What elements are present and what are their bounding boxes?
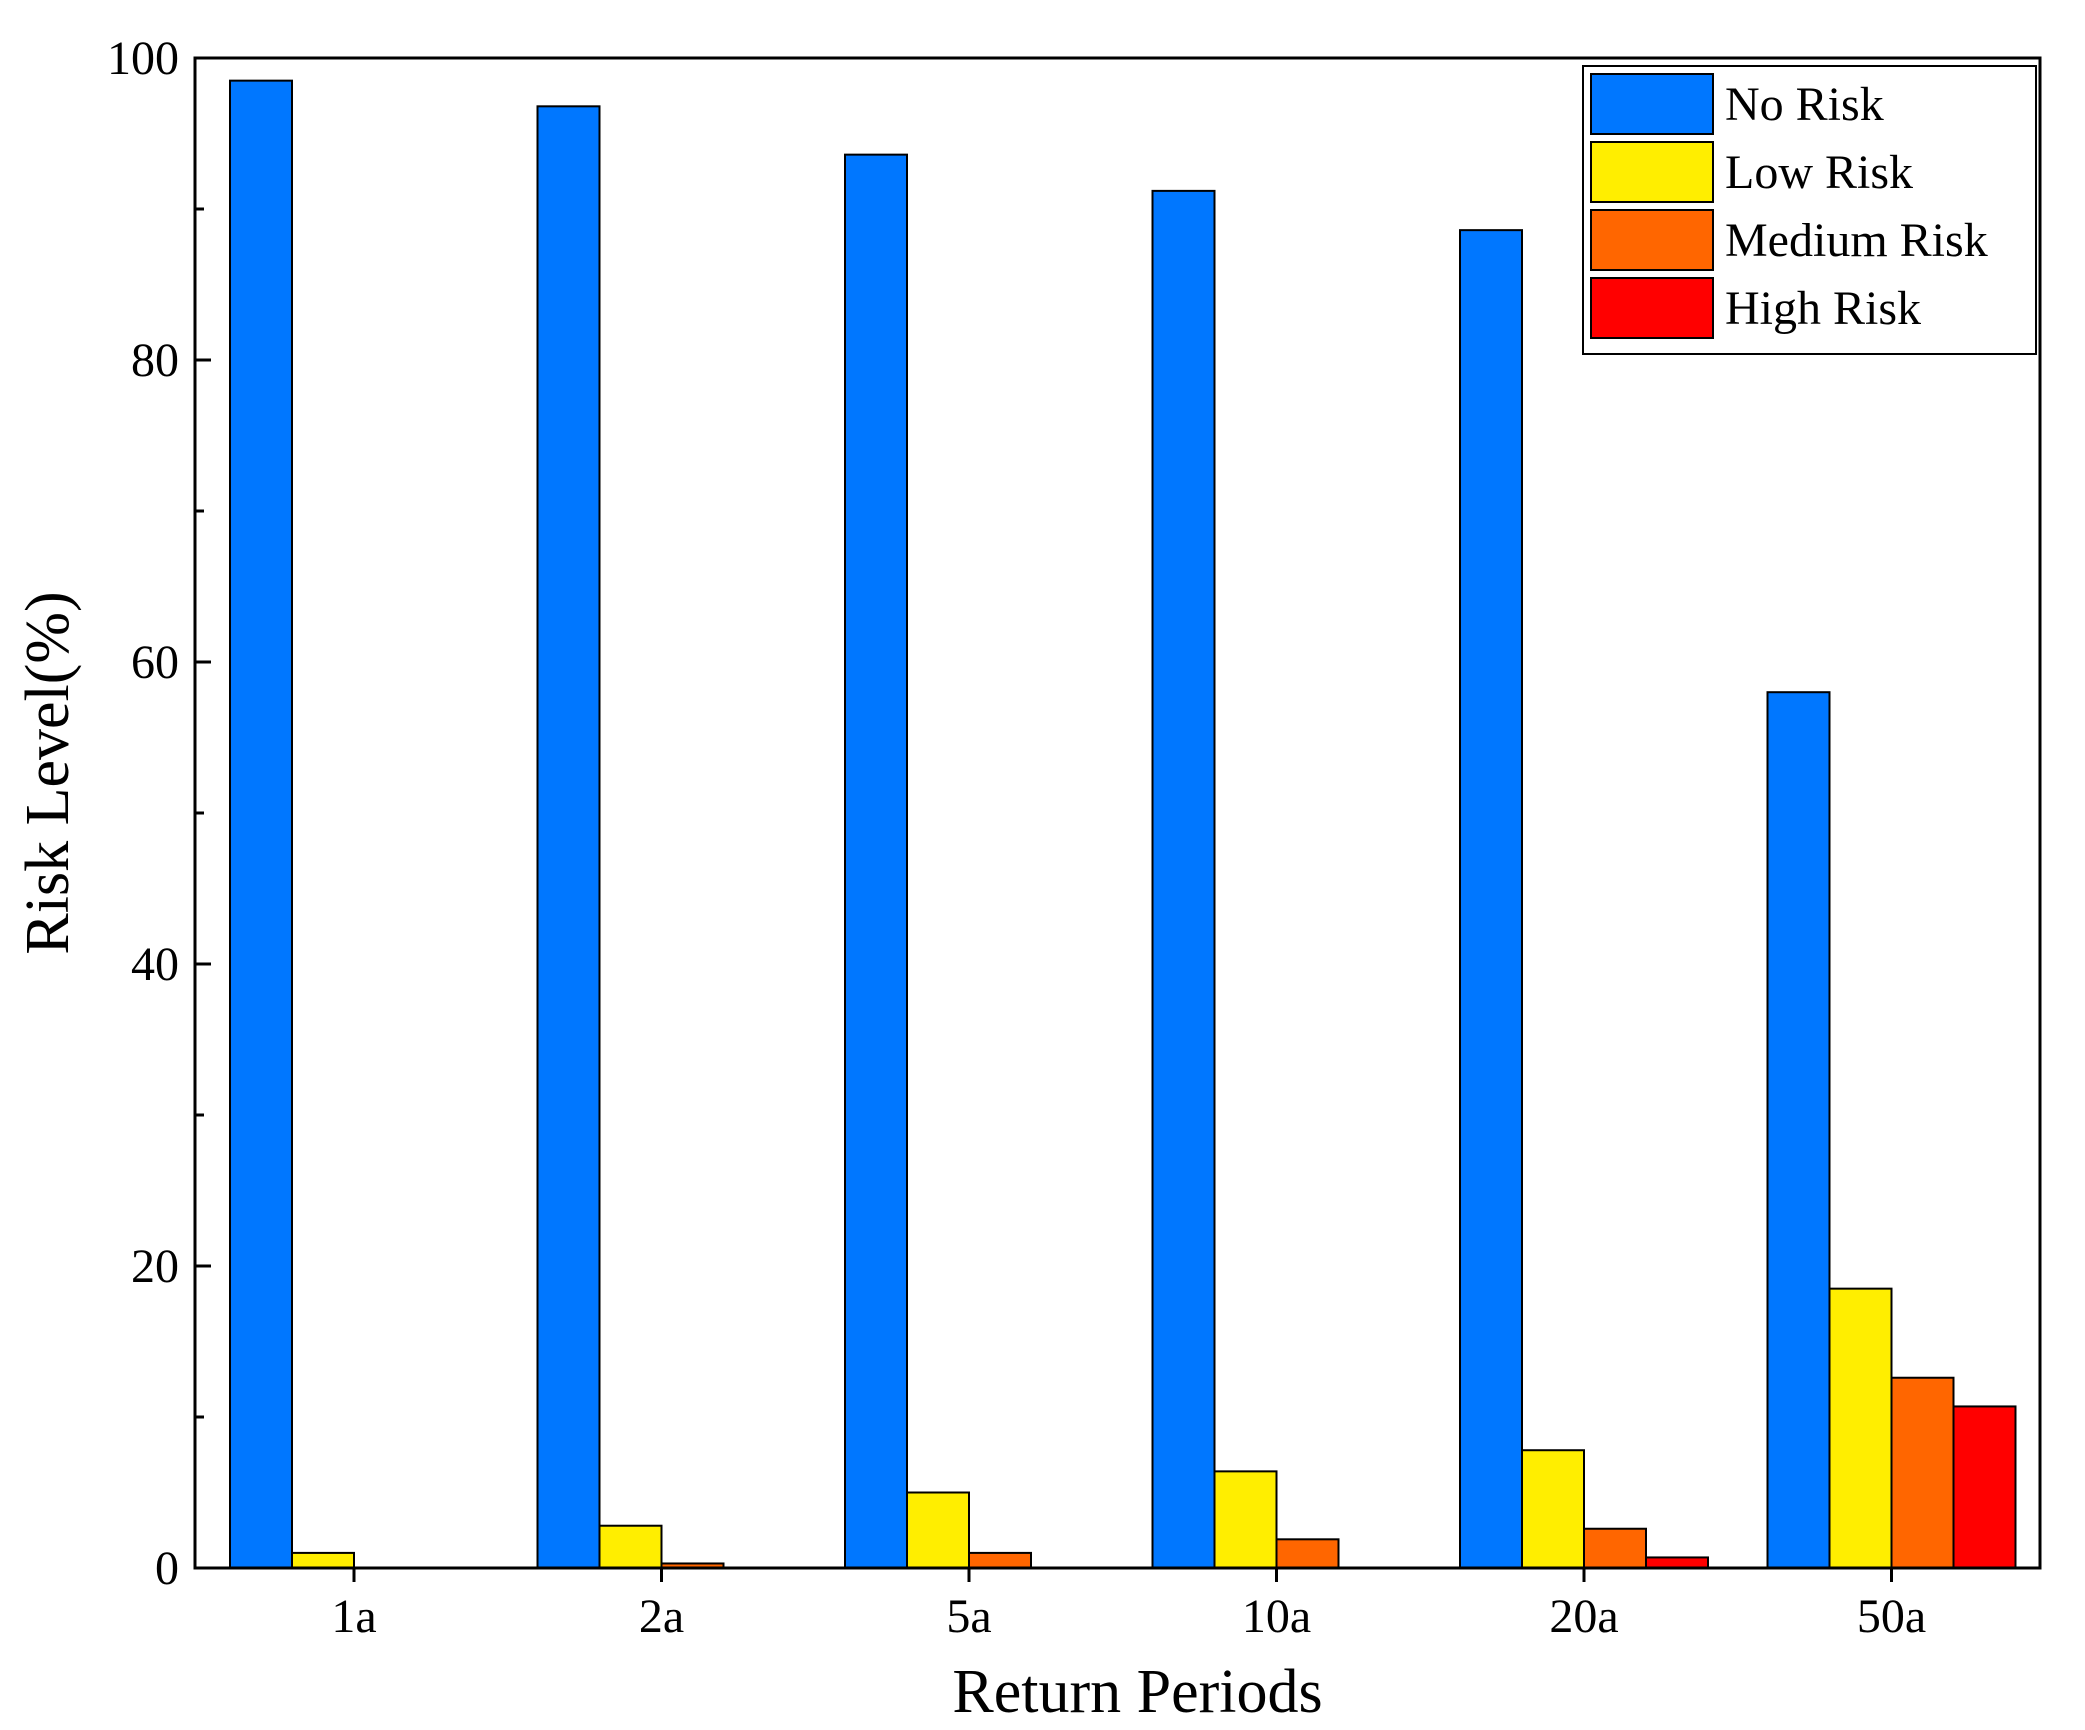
legend-swatch [1590,141,1714,203]
bar-no-risk-20a [1459,229,1523,1569]
legend-swatch [1590,73,1714,135]
bar-high-risk-50a [1952,1405,2017,1570]
legend: No Risk Low Risk Medium Risk High Risk [1582,65,2037,355]
x-tick-label: 2a [639,1590,684,1643]
bar-low-risk-20a [1521,1449,1585,1569]
legend-swatch [1590,209,1714,271]
x-tick-label: 50a [1857,1590,1926,1643]
y-tick-label: 60 [131,636,179,689]
bar-medium-risk-5a [968,1551,1032,1570]
legend-label: High Risk [1725,282,1921,335]
bar-no-risk-2a [536,105,601,1570]
y-tick-label: 0 [155,1542,179,1595]
bar-medium-risk-10a [1275,1538,1340,1570]
x-tick-label: 10a [1242,1590,1311,1643]
bars-layer [229,79,2017,1570]
bar-low-risk-10a [1213,1470,1278,1569]
x-tick-label: 5a [946,1590,991,1643]
legend-label: Medium Risk [1725,214,1988,267]
bar-no-risk-1a [229,79,293,1569]
legend-swatch [1590,277,1714,339]
bar-medium-risk-20a [1583,1527,1647,1569]
x-tick-label: 20a [1549,1590,1618,1643]
bar-low-risk-5a [906,1491,970,1569]
x-axis-title: Return Periods [952,1658,1322,1726]
bar-low-risk-2a [598,1524,663,1569]
bar-medium-risk-50a [1890,1376,1955,1569]
y-tick-label: 100 [107,32,179,85]
legend-label: Low Risk [1725,146,1913,199]
bar-no-risk-50a [1766,691,1831,1569]
y-tick-label: 20 [131,1240,179,1293]
bar-low-risk-50a [1828,1287,1893,1570]
bar-low-risk-1a [291,1551,355,1570]
y-tick-label: 40 [131,938,179,991]
bar-no-risk-5a [844,153,908,1569]
bar-high-risk-20a [1645,1556,1709,1570]
legend-label: No Risk [1725,78,1884,131]
plot-frame [193,56,2042,1570]
y-axis-title: Risk Level(%) [14,591,82,954]
x-axis: 1a 2a 5a 10a 20a 50a [331,1568,1926,1643]
x-tick-label: 1a [331,1590,376,1643]
y-tick-label: 80 [131,334,179,387]
bar-no-risk-10a [1151,189,1216,1569]
